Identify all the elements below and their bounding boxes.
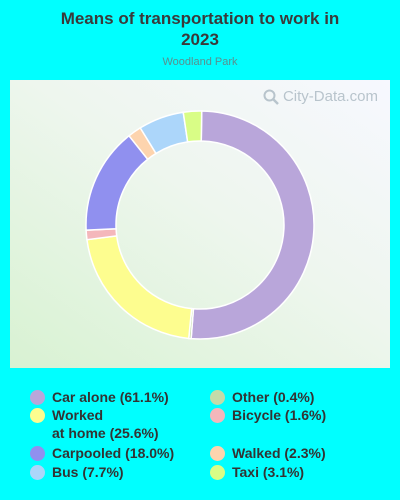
chart-title: Means of transportation to work in 2023 [0,8,400,50]
slice-worked-at-home [86,234,193,340]
slice-carpooled [85,134,149,231]
legend-swatch [30,390,45,405]
magnifier-icon [263,89,279,105]
legend-item: Car alone (61.1%) [30,388,169,406]
legend-item: Carpooled (18.0%) [30,444,174,462]
legend-label: Bus (7.7%) [52,464,124,480]
legend-swatch [210,390,225,405]
legend-swatch [210,408,225,423]
legend-label: Car alone (61.1%) [52,389,169,405]
legend-label: Walked (2.3%) [232,445,326,461]
legend-label: Other (0.4%) [232,389,315,405]
legend-item: Bus (7.7%) [30,463,124,481]
donut-chart [85,110,315,340]
slice-car-alone [190,110,315,340]
legend-item: Walked (2.3%) [210,444,326,462]
chart-title-line2: 2023 [181,30,219,49]
chart-title-line1: Means of transportation to work in [60,9,340,28]
legend-item: Bicycle (1.6%) [210,406,326,424]
legend-item: Worked at home (25.6%) [30,406,159,442]
watermark-text: City-Data.com [282,88,378,105]
legend-label: Carpooled (18.0%) [52,445,175,461]
slice-taxi [182,110,203,143]
watermark: City-Data.com [263,88,378,105]
chart-panel: City-Data.com [10,80,390,368]
legend-swatch [210,465,225,480]
legend: Car alone (61.1%) Worked at home (25.6%) C… [0,384,400,500]
legend-label: Taxi (3.1%) [232,464,305,480]
legend-swatch [30,465,45,480]
chart-subtitle: Woodland Park [162,56,238,68]
legend-item: Taxi (3.1%) [210,463,304,481]
legend-item: Other (0.4%) [210,388,314,406]
legend-label: Bicycle (1.6%) [232,407,327,423]
legend-swatch [30,446,45,461]
legend-swatch [210,446,225,461]
legend-label: Worked at home (25.6%) [52,407,159,441]
legend-swatch [30,408,45,423]
